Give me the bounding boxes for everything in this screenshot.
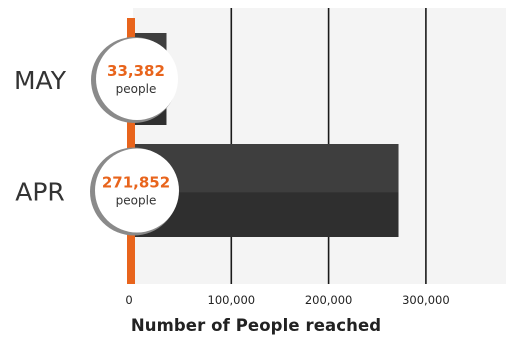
category-labels: MAY APR xyxy=(14,66,67,207)
data-label: 271,852 xyxy=(102,174,170,192)
x-tick-labels: 0 100,000 200,000 300,000 xyxy=(125,293,449,307)
unit-label: people xyxy=(116,82,157,96)
badge-circle xyxy=(96,38,178,120)
category-label: APR xyxy=(15,178,65,207)
x-tick-label: 200,000 xyxy=(305,293,353,307)
x-tick-label: 0 xyxy=(125,293,132,307)
x-tick-label: 300,000 xyxy=(402,293,450,307)
unit-label: people xyxy=(116,194,157,208)
data-label: 33,382 xyxy=(107,62,165,80)
x-tick-label: 100,000 xyxy=(208,293,256,307)
badge-circle xyxy=(95,148,179,233)
category-label: MAY xyxy=(14,66,67,95)
value-badges: 33,382 people 271,852 people xyxy=(90,37,179,236)
x-axis-title: Number of People reached xyxy=(130,316,382,335)
